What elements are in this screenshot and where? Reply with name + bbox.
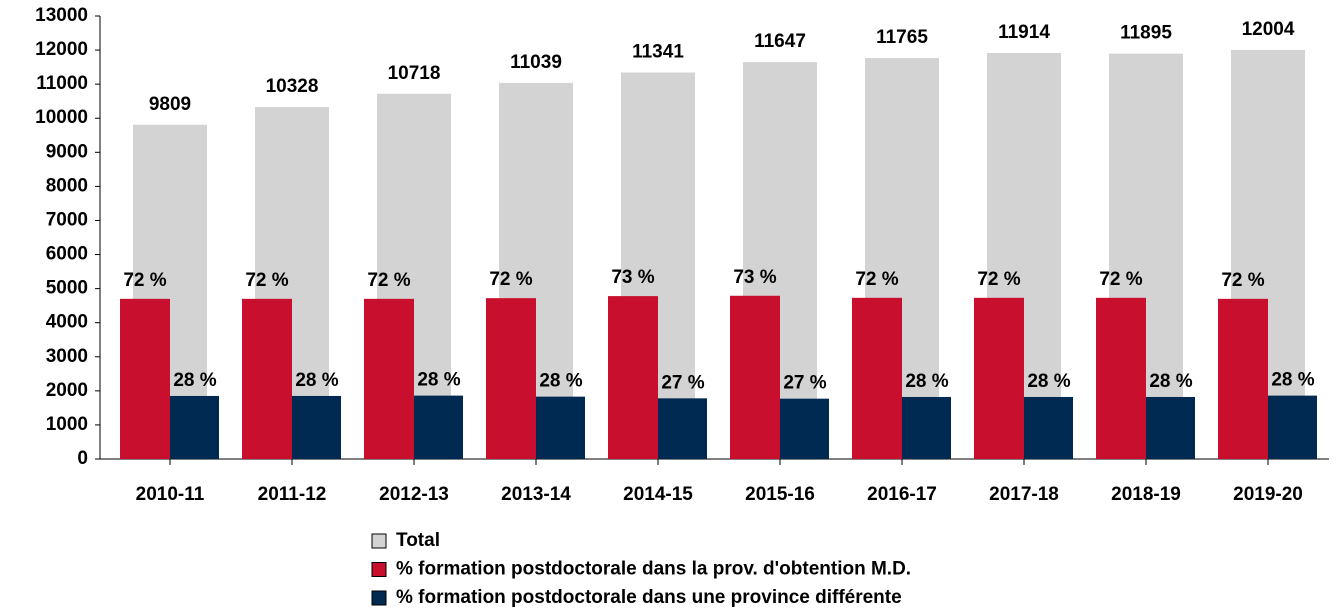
percent-label: 28 % <box>539 371 582 392</box>
bar <box>1024 396 1073 459</box>
y-tick-label: 4000 <box>46 312 88 333</box>
y-tick-label: 11000 <box>36 73 88 94</box>
percent-label: 72 % <box>245 270 288 291</box>
percent-label: 27 % <box>783 373 826 394</box>
bar <box>1268 395 1317 459</box>
data-label: 11341 <box>632 42 684 63</box>
bar <box>170 395 219 459</box>
percent-label: 72 % <box>367 270 410 291</box>
x-tick-label: 2013-14 <box>501 484 571 505</box>
legend-swatch <box>371 562 387 577</box>
bar <box>852 297 902 459</box>
percent-label: 28 % <box>417 370 460 391</box>
data-label: 11039 <box>510 52 562 73</box>
x-tick-label: 2019-20 <box>1233 484 1303 505</box>
bar <box>1146 396 1195 459</box>
percent-label: 72 % <box>1221 270 1264 291</box>
legend-label: Total <box>396 530 440 551</box>
bar <box>658 398 707 459</box>
bar <box>364 298 414 459</box>
y-tick-label: 13000 <box>35 5 88 26</box>
data-label: 10328 <box>266 76 319 97</box>
percent-label: 72 % <box>855 269 898 290</box>
y-tick-label: 9000 <box>46 141 88 162</box>
bar <box>902 396 951 459</box>
bar <box>414 395 463 459</box>
legend-swatch <box>371 533 387 549</box>
y-tick-label: 2000 <box>46 380 88 401</box>
y-tick-label: 7000 <box>46 209 88 230</box>
y-tick-label: 1000 <box>46 414 88 435</box>
percent-label: 28 % <box>173 370 216 391</box>
percent-label: 27 % <box>661 372 704 393</box>
y-tick-label: 6000 <box>46 244 88 265</box>
percent-label: 72 % <box>489 269 532 290</box>
bar <box>608 296 658 459</box>
data-label: 9809 <box>149 94 191 115</box>
percent-label: 28 % <box>1027 371 1070 392</box>
data-label: 11895 <box>1120 23 1172 44</box>
x-tick-label: 2014-15 <box>623 484 693 505</box>
x-tick-label: 2017-18 <box>989 484 1059 505</box>
x-tick-label: 2011-12 <box>258 484 327 505</box>
bar <box>292 395 341 459</box>
x-tick-label: 2018-19 <box>1111 484 1181 505</box>
legend-label: % formation postdoctorale dans une provi… <box>396 587 902 608</box>
legend-label: % formation postdoctorale dans la prov. … <box>396 559 911 580</box>
bar <box>1218 298 1268 459</box>
percent-label: 72 % <box>1099 269 1142 290</box>
bar <box>120 298 170 459</box>
bar <box>1096 297 1146 459</box>
data-label: 11914 <box>998 22 1050 43</box>
y-tick-label: 0 <box>77 448 88 469</box>
percent-label: 28 % <box>1271 370 1314 391</box>
percent-label: 28 % <box>295 370 338 391</box>
y-tick-label: 5000 <box>46 278 88 299</box>
bar <box>536 396 585 459</box>
percent-label: 72 % <box>123 270 166 291</box>
x-tick-label: 2015-16 <box>745 484 815 505</box>
percent-label: 28 % <box>905 371 948 392</box>
data-label: 11647 <box>754 31 806 52</box>
y-tick-label: 10000 <box>35 107 88 128</box>
y-tick-label: 12000 <box>35 39 88 60</box>
data-label: 10718 <box>388 63 441 84</box>
percent-label: 72 % <box>977 269 1020 290</box>
percent-label: 73 % <box>611 267 654 288</box>
y-tick-label: 3000 <box>46 346 88 367</box>
data-label: 11765 <box>876 27 928 48</box>
x-tick-label: 2016-17 <box>867 484 937 505</box>
bar <box>974 297 1024 459</box>
data-label: 12004 <box>1242 19 1295 40</box>
percent-label: 73 % <box>733 267 776 288</box>
x-tick-label: 2012-13 <box>379 484 449 505</box>
bar <box>730 295 780 459</box>
legend-swatch <box>371 590 387 606</box>
bar <box>242 298 292 459</box>
x-tick-label: 2010-11 <box>136 484 205 505</box>
bar <box>780 398 829 459</box>
bar <box>486 298 536 459</box>
percent-label: 28 % <box>1149 371 1192 392</box>
y-tick-label: 8000 <box>46 175 88 196</box>
